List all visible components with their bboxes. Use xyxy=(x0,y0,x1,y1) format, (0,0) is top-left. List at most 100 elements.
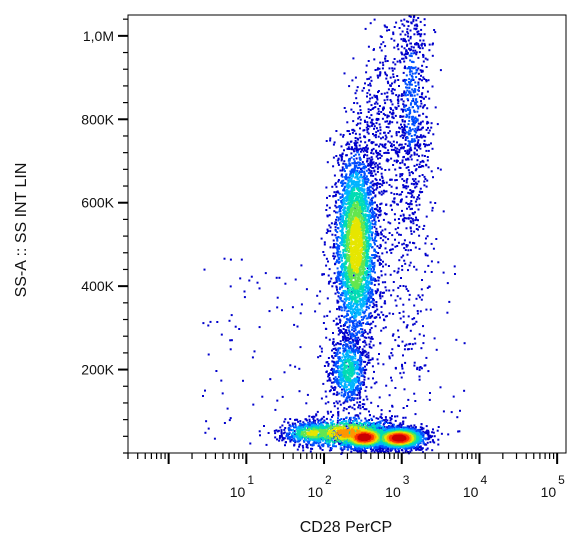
event-dot xyxy=(358,133,361,136)
event-dot xyxy=(253,350,256,353)
event-dot xyxy=(366,144,369,147)
event-dot xyxy=(374,445,377,448)
event-dot xyxy=(375,381,378,384)
event-dot xyxy=(234,325,237,328)
event-dot xyxy=(382,265,384,268)
event-dot xyxy=(359,140,362,143)
event-dot xyxy=(394,299,397,302)
event-dot xyxy=(364,360,367,363)
event-dot xyxy=(412,67,414,70)
event-dot xyxy=(357,112,360,115)
event-dot xyxy=(421,96,424,99)
event-dot xyxy=(386,26,388,29)
event-dot xyxy=(361,161,364,164)
event-dot xyxy=(408,145,411,147)
event-dot xyxy=(356,170,359,173)
event-dot xyxy=(368,231,371,234)
event-dot xyxy=(406,30,409,33)
event-dot xyxy=(380,111,383,113)
event-dot xyxy=(335,193,337,196)
event-dot xyxy=(372,377,374,380)
event-dot xyxy=(418,375,421,378)
event-dot xyxy=(447,433,450,436)
event-dot xyxy=(334,182,337,185)
event-dot xyxy=(410,182,413,185)
event-dot xyxy=(360,359,363,361)
event-dot xyxy=(296,418,299,421)
event-dot xyxy=(358,449,361,452)
event-dot xyxy=(386,29,388,32)
event-dot xyxy=(349,351,352,354)
event-dot xyxy=(301,426,304,429)
event-dot xyxy=(378,191,381,194)
event-dot xyxy=(386,60,389,62)
event-dot xyxy=(414,426,417,429)
event-dot xyxy=(363,315,366,318)
event-dot xyxy=(376,308,379,311)
event-dot xyxy=(418,194,420,197)
event-dot xyxy=(373,94,376,97)
event-dot xyxy=(374,243,376,246)
event-dot xyxy=(283,420,286,423)
event-dot xyxy=(290,433,293,436)
event-dot xyxy=(421,47,424,50)
event-dot xyxy=(439,386,442,389)
event-dot xyxy=(369,323,371,326)
event-dot xyxy=(378,105,381,107)
event-dot xyxy=(336,351,339,354)
event-dot xyxy=(366,151,369,153)
event-dot xyxy=(408,86,411,89)
event-dot xyxy=(403,53,406,56)
event-dot xyxy=(358,312,361,315)
event-dot xyxy=(384,57,386,60)
event-dot xyxy=(372,422,375,424)
event-dot xyxy=(339,210,342,213)
event-dot xyxy=(404,143,407,146)
event-dot xyxy=(338,253,341,256)
event-dot xyxy=(426,144,429,147)
event-dot xyxy=(341,229,344,232)
event-dot xyxy=(374,106,377,109)
event-dot xyxy=(395,159,398,162)
event-dot xyxy=(337,180,340,183)
event-dot xyxy=(366,192,369,194)
event-dot xyxy=(358,153,361,156)
event-dot xyxy=(390,251,393,254)
event-dot xyxy=(422,433,425,436)
event-dot xyxy=(381,145,384,148)
event-dot xyxy=(349,164,352,167)
event-dot xyxy=(286,434,289,437)
event-dot xyxy=(376,204,378,207)
event-dot xyxy=(375,445,378,448)
event-dot xyxy=(383,152,386,154)
event-dot xyxy=(430,142,432,145)
event-dot xyxy=(413,164,416,167)
event-dot xyxy=(369,198,372,201)
event-dot xyxy=(341,259,343,262)
event-dot xyxy=(370,268,373,271)
event-dot xyxy=(292,437,295,440)
event-dot xyxy=(402,103,405,106)
event-dot xyxy=(341,233,343,236)
event-dot xyxy=(458,430,461,433)
event-dot xyxy=(399,175,402,178)
event-dot xyxy=(377,182,380,185)
event-dot xyxy=(386,116,389,119)
event-dot xyxy=(379,61,382,64)
event-dot xyxy=(401,53,404,56)
event-dot xyxy=(347,297,350,300)
event-dot xyxy=(401,173,404,175)
event-dot xyxy=(351,349,354,352)
event-dot xyxy=(376,119,379,122)
event-dot xyxy=(350,305,353,308)
event-dot xyxy=(397,203,399,206)
event-dot xyxy=(406,86,409,89)
event-dot xyxy=(378,185,381,188)
event-dot xyxy=(415,19,418,22)
event-dot xyxy=(294,441,297,444)
event-dot xyxy=(419,187,422,190)
event-dot xyxy=(402,285,405,287)
event-dot xyxy=(361,333,364,336)
event-dot xyxy=(417,44,420,47)
event-dot xyxy=(362,360,365,363)
